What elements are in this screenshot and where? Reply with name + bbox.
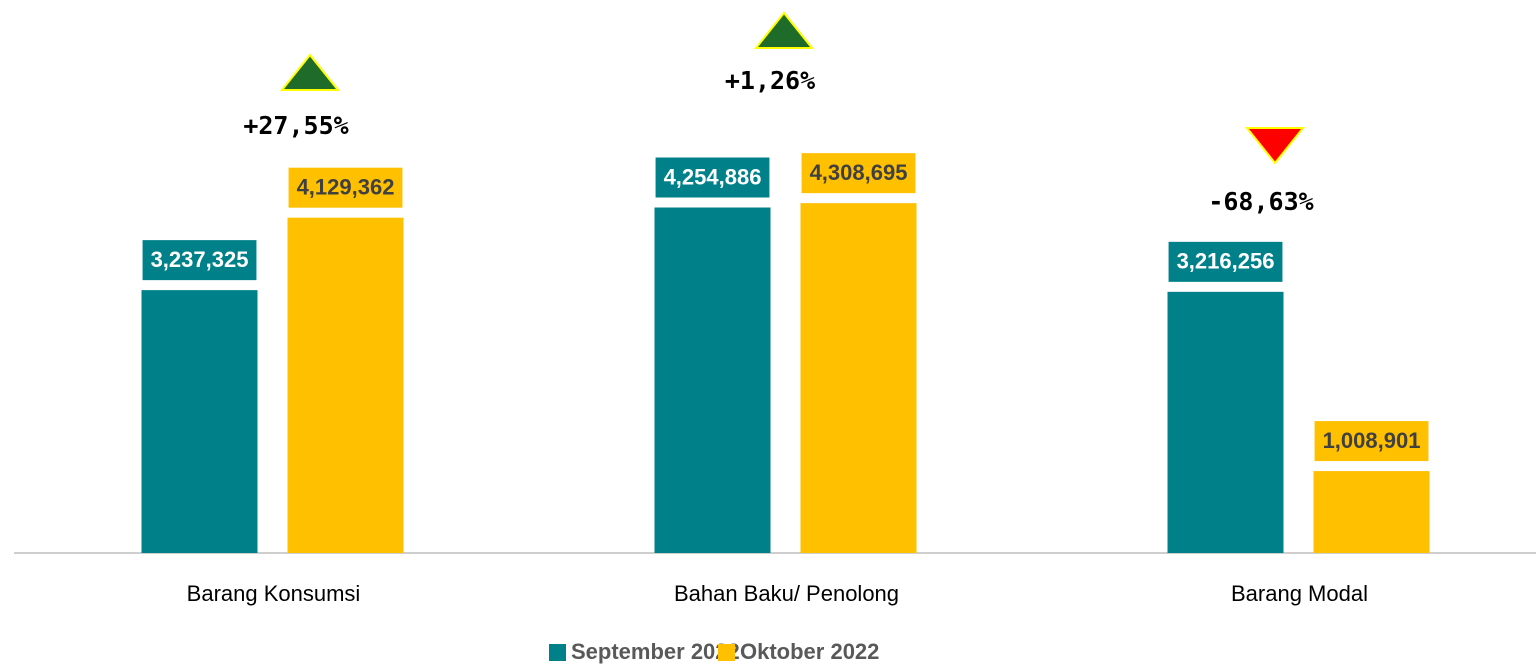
trend-marker [753,11,815,49]
bar [141,290,258,553]
bar [1313,471,1430,553]
value-label: 4,308,695 [810,160,908,185]
trend-marker [279,53,341,91]
value-label-box [801,153,916,194]
bar [287,217,404,553]
legend-swatch [718,644,735,661]
bar [1167,291,1284,553]
value-label-box [655,157,770,198]
legend-label: Oktober 2022 [740,639,879,664]
legend-swatch [549,644,566,661]
value-label: 1,008,901 [1323,428,1421,453]
trend-marker [1244,127,1306,165]
x-tick-label: Bahan Baku/ Penolong [674,581,899,606]
x-tick-label: Barang Modal [1231,581,1368,606]
value-label-box [1168,241,1283,282]
value-label: 4,129,362 [297,175,395,200]
annotation: +1,26% [725,66,815,95]
value-label: 4,254,886 [664,164,762,189]
bar [800,203,917,553]
value-label-box [288,167,403,208]
bar [654,207,771,554]
x-tick-label: Barang Konsumsi [187,581,361,606]
annotation: -68,63% [1208,187,1313,216]
value-label-box [1314,421,1429,462]
value-label: 3,216,256 [1177,249,1275,274]
value-label-box [142,240,257,281]
annotation: +27,55% [243,111,348,140]
value-label: 3,237,325 [151,247,249,272]
legend-label: September 2022 [571,639,740,664]
